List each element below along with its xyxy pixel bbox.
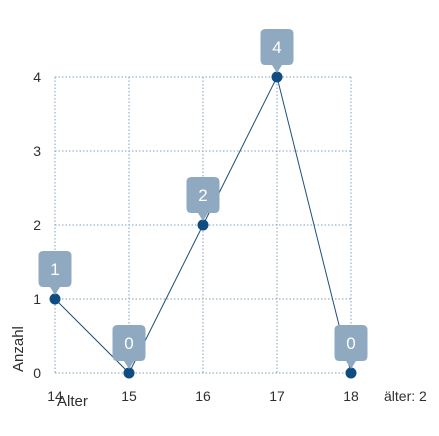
data-label-17: 4 xyxy=(272,38,281,57)
series-line-group xyxy=(49,71,357,379)
data-point-16 xyxy=(197,219,209,231)
data-point-15 xyxy=(123,367,135,379)
x-axis-note: älter: 2 xyxy=(384,388,427,404)
y-tick-label-0: 0 xyxy=(33,365,41,381)
data-point-14 xyxy=(49,293,61,305)
x-tick-label-14: 14 xyxy=(47,388,63,404)
x-tick-label-17: 17 xyxy=(269,388,285,404)
data-label-18: 0 xyxy=(346,334,355,353)
data-label-14: 1 xyxy=(50,260,59,279)
y-tick-label-4: 4 xyxy=(33,69,41,85)
data-label-bubble-18 xyxy=(334,325,368,369)
y-tick-label-2: 2 xyxy=(33,217,41,233)
data-label-bubble-15 xyxy=(112,325,146,369)
data-label-bubble-14 xyxy=(38,251,72,295)
data-label-bubble-16 xyxy=(186,177,220,221)
data-label-bubble-17 xyxy=(260,29,294,73)
data-label-15: 0 xyxy=(124,334,133,353)
tick-label-group: 14 15 16 17 18 0 1 2 3 4 xyxy=(33,69,359,404)
y-tick-label-3: 3 xyxy=(33,143,41,159)
x-tick-label-15: 15 xyxy=(121,388,137,404)
x-tick-label-16: 16 xyxy=(195,388,211,404)
data-label-16: 2 xyxy=(198,186,207,205)
data-point-17 xyxy=(271,71,283,83)
x-axis-title: Alter xyxy=(57,393,88,410)
y-axis-title: Anzahl xyxy=(10,326,27,372)
y-tick-label-1: 1 xyxy=(33,291,41,307)
data-label-group: 1 0 2 4 0 xyxy=(38,29,368,369)
x-tick-label-18: 18 xyxy=(343,388,359,404)
data-point-18 xyxy=(345,367,357,379)
